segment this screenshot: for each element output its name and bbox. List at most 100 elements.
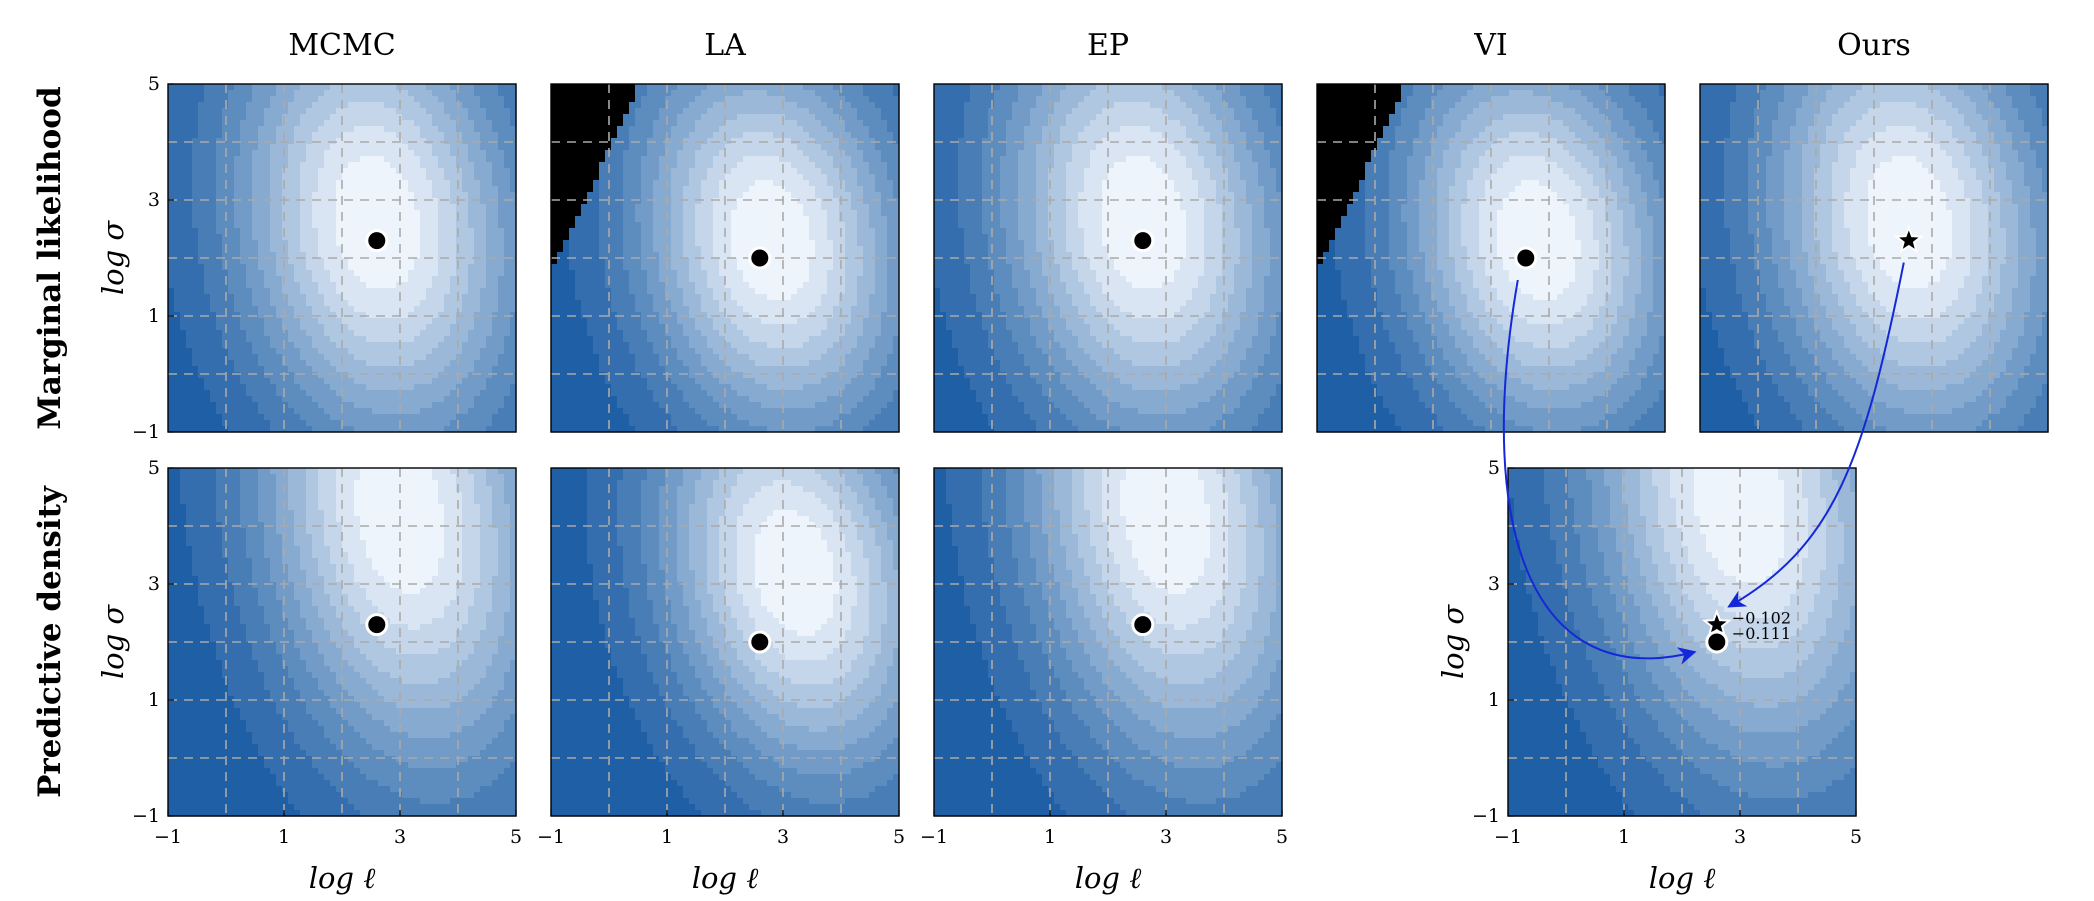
contour-cell: [617, 216, 624, 223]
contour-cell: [378, 264, 385, 271]
contour-cell: [444, 294, 451, 301]
contour-cell: [366, 210, 373, 217]
contour-cell: [557, 396, 564, 403]
contour-cell: [474, 396, 481, 403]
contour-cell: [629, 390, 636, 397]
circle-marker: [367, 231, 387, 251]
contour-cell: [599, 204, 606, 211]
contour-cell: [174, 240, 181, 247]
contour-cell: [611, 144, 618, 151]
contour-cell: [186, 132, 193, 139]
contour-cell: [198, 360, 205, 367]
contour-cell: [288, 120, 295, 127]
contour-cell: [456, 288, 463, 295]
contour-cell: [354, 402, 361, 409]
contour-cell: [402, 162, 409, 169]
contour-cell: [426, 396, 433, 403]
contour-cell: [198, 348, 205, 355]
contour-cell: [492, 390, 499, 397]
contour-cell: [587, 390, 594, 397]
contour-cell: [294, 90, 301, 97]
contour-cell: [222, 318, 229, 325]
contour-cell: [210, 144, 217, 151]
contour-cell: [186, 396, 193, 403]
contour-cell: [593, 258, 600, 265]
contour-cell: [216, 174, 223, 181]
contour-cell: [575, 372, 582, 379]
contour-cell: [420, 288, 427, 295]
contour-cell: [270, 144, 277, 151]
contour-cell: [210, 132, 217, 139]
contour-cell: [629, 384, 636, 391]
contour-cell: [641, 204, 648, 211]
contour-cell: [569, 258, 576, 265]
contour-cell: [444, 378, 451, 385]
contour-cell: [276, 420, 283, 427]
contour-cell: [468, 234, 475, 241]
contour-cell: [480, 228, 487, 235]
contour-cell: [563, 396, 570, 403]
contour-cell: [342, 342, 349, 349]
contour-cell: [492, 282, 499, 289]
contour-cell: [390, 300, 397, 307]
contour-cell: [360, 318, 367, 325]
contour-cell: [647, 144, 654, 151]
contour-cell: [444, 222, 451, 229]
contour-cell: [557, 210, 564, 217]
contour-cell: [563, 156, 570, 163]
contour-cell: [444, 132, 451, 139]
contour-cell: [581, 198, 588, 205]
contour-cell: [192, 366, 199, 373]
contour-cell: [456, 294, 463, 301]
contour-cell: [216, 300, 223, 307]
contour-cell: [354, 330, 361, 337]
contour-cell: [420, 348, 427, 355]
contour-cell: [306, 144, 313, 151]
contour-cell: [258, 246, 265, 253]
contour-cell: [294, 336, 301, 343]
contour-cell: [557, 180, 564, 187]
contour-cell: [390, 156, 397, 163]
contour-cell: [647, 246, 654, 253]
contour-cell: [282, 282, 289, 289]
contour-cell: [204, 120, 211, 127]
contour-cell: [587, 330, 594, 337]
contour-cell: [504, 336, 511, 343]
contour-cell: [426, 240, 433, 247]
contour-cell: [647, 390, 654, 397]
contour-cell: [438, 96, 445, 103]
contour-cell: [557, 150, 564, 157]
contour-cell: [569, 216, 576, 223]
contour-cell: [252, 390, 259, 397]
contour-cell: [575, 288, 582, 295]
contour-cell: [653, 324, 660, 331]
contour-cell: [593, 156, 600, 163]
contour-cell: [653, 294, 660, 301]
contour-cell: [246, 294, 253, 301]
contour-cell: [174, 210, 181, 217]
contour-cell: [270, 150, 277, 157]
contour-cell: [647, 168, 654, 175]
contour-cell: [629, 330, 636, 337]
contour-cell: [276, 192, 283, 199]
contour-cell: [468, 150, 475, 157]
contour-cell: [563, 384, 570, 391]
contour-cell: [617, 150, 624, 157]
contour-cell: [432, 306, 439, 313]
contour-cell: [342, 372, 349, 379]
contour-cell: [180, 132, 187, 139]
contour-cell: [623, 414, 630, 421]
contour-cell: [354, 324, 361, 331]
contour-cell: [270, 246, 277, 253]
contour-cell: [426, 174, 433, 181]
contour-cell: [366, 306, 373, 313]
contour-cell: [456, 126, 463, 133]
contour-cell: [288, 102, 295, 109]
contour-cell: [611, 180, 618, 187]
contour-cell: [384, 378, 391, 385]
contour-cell: [468, 354, 475, 361]
contour-cell: [264, 330, 271, 337]
contour-cell: [575, 420, 582, 427]
contour-cell: [354, 234, 361, 241]
contour-cell: [444, 414, 451, 421]
